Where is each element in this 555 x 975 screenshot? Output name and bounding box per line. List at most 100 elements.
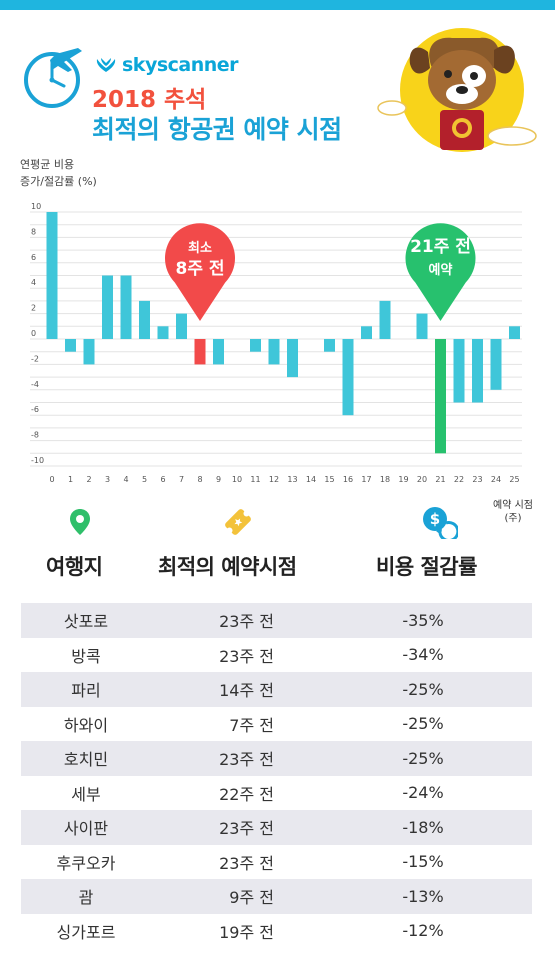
cell-destination: 괌	[78, 888, 94, 908]
header-saving: 비용 절감률	[376, 555, 477, 579]
cell-destination: 호치민	[63, 750, 109, 770]
top-accent-bar	[0, 0, 555, 10]
table-row: 파리 14주 전 -25%	[21, 672, 532, 707]
x-tick-label: 24	[491, 475, 501, 484]
brand-logo: skyscanner	[94, 54, 239, 76]
cell-saving: -35%	[402, 610, 444, 630]
bar-week-5	[139, 300, 150, 339]
table-row: 세부 22주 전 -24%	[21, 776, 532, 811]
cell-best-time: 19주 전	[219, 922, 274, 942]
y-tick-label: 6	[31, 253, 36, 262]
chart-x-ticks: 0 1 2 3 4 5 6 7 8 9 10 11 12 13 14 15 16 17 18 19 20 21 22 23 24…	[49, 475, 519, 484]
bar-week-3	[102, 275, 113, 339]
table-row: 호치민 23주 전 -25%	[21, 741, 532, 776]
bar-week-1	[65, 339, 76, 352]
table-row: 하와이 7주 전 -25%	[21, 707, 532, 742]
x-tick-label: 18	[380, 475, 390, 484]
header-best-time: 최적의 예약시점	[158, 555, 297, 579]
y-tick-label: -6	[31, 405, 39, 414]
x-tick-label: 19	[398, 475, 408, 484]
cell-best-time: 23주 전	[219, 646, 274, 666]
brand-name: skyscanner	[122, 54, 239, 76]
chart-highlight-markers: 최소 8주 전 21주 전예약	[165, 223, 476, 321]
y-tick-label: -8	[31, 431, 39, 440]
svg-text:$: $	[430, 510, 440, 528]
x-tick-label: 16	[343, 475, 353, 484]
bar-week-9	[213, 339, 224, 365]
bar-week-21	[435, 339, 446, 454]
bar-week-25	[509, 326, 520, 339]
x-tick-label: 20	[417, 475, 427, 484]
bar-week-13	[287, 339, 298, 378]
cell-destination: 세부	[71, 784, 101, 804]
title-year: 2018 추석	[92, 87, 207, 113]
y-axis-label-line1: 연평균 비용	[20, 158, 74, 171]
x-tick-label: 11	[250, 475, 260, 484]
x-tick-label: 15	[324, 475, 334, 484]
bar-week-6	[157, 326, 169, 339]
location-pin-icon	[70, 509, 90, 535]
bar-week-7	[176, 313, 187, 339]
cell-saving: -18%	[402, 817, 444, 837]
x-tick-label: 2	[86, 475, 91, 484]
x-tick-label: 17	[361, 475, 371, 484]
header-destination: 여행지	[46, 555, 103, 579]
cell-best-time: 22주 전	[219, 784, 274, 804]
bar-week-20	[416, 313, 428, 339]
bar-week-23	[472, 339, 483, 403]
header: skyscanner 2018 추석 최적의 항공권 예약 시점	[0, 10, 555, 152]
chart-bars	[46, 212, 520, 454]
x-tick-label: 14	[306, 475, 316, 484]
cell-destination: 방콕	[71, 646, 101, 666]
y-tick-label: 10	[31, 202, 41, 211]
cell-saving: -24%	[402, 783, 444, 803]
y-tick-label: -2	[31, 354, 39, 363]
y-axis-label-line2: 증가/절감률 (%)	[20, 175, 97, 188]
marker-pin-shape	[165, 223, 235, 321]
x-axis-label-line2: (주)	[504, 513, 522, 524]
clock-airplane-icon	[24, 48, 82, 108]
cell-destination: 파리	[71, 681, 101, 701]
cell-saving: -13%	[402, 886, 444, 906]
bar-week-12	[268, 339, 280, 365]
bar-week-15	[324, 339, 335, 352]
cell-best-time: 14주 전	[219, 681, 274, 701]
marker-label-line1: 21주 전	[410, 237, 471, 257]
table-row: 방콕 23주 전 -34%	[21, 638, 532, 673]
x-tick-label: 22	[454, 475, 464, 484]
marker-pin-shape	[405, 223, 476, 321]
bar-week-17	[361, 326, 372, 339]
table-header-row: $ 여행지 최적의 예약시점 비용 절감률	[0, 505, 555, 595]
bar-week-4	[120, 275, 132, 339]
x-tick-label: 13	[287, 475, 297, 484]
bar-week-8	[194, 339, 206, 365]
highlight-marker-21: 21주 전예약	[405, 223, 476, 321]
y-tick-label: 0	[31, 329, 36, 338]
cell-best-time: 9주 전	[229, 888, 274, 908]
cell-best-time: 23주 전	[219, 750, 274, 770]
cell-destination: 삿포로	[63, 612, 109, 632]
x-axis-label-line1: 예약 시점	[493, 500, 533, 511]
x-tick-label: 7	[179, 475, 184, 484]
ticket-icon	[225, 509, 251, 535]
x-tick-label: 12	[269, 475, 279, 484]
cell-saving: -25%	[402, 748, 444, 768]
y-tick-label: -10	[31, 456, 44, 465]
x-tick-label: 1	[68, 475, 73, 484]
cell-destination: 후쿠오카	[56, 853, 116, 873]
table-row: 삿포로 23주 전 -35%	[21, 603, 532, 638]
table-row: 사이판 23주 전 -18%	[21, 810, 532, 845]
bar-week-24	[490, 339, 502, 390]
x-tick-label: 25	[509, 475, 519, 484]
cell-best-time: 23주 전	[219, 853, 274, 873]
cell-destination: 하와이	[63, 715, 109, 735]
dog-mascot-icon	[377, 28, 537, 152]
dollar-refresh-icon: $	[423, 507, 458, 539]
x-tick-label: 8	[197, 475, 202, 484]
marker-label-line2: 예약	[429, 262, 453, 278]
x-tick-label: 0	[49, 475, 54, 484]
bar-week-22	[453, 339, 465, 403]
bar-week-11	[250, 339, 261, 352]
page-title: 최적의 항공권 예약 시점	[92, 115, 342, 144]
